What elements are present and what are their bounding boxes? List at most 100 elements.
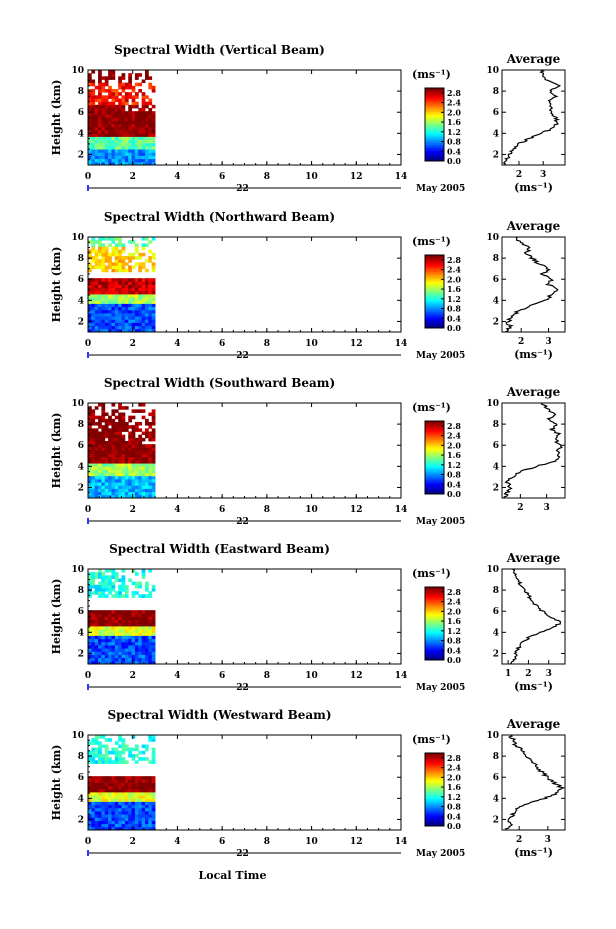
heatmap-cell [124, 804, 129, 809]
x-tick-label: 6 [219, 837, 225, 847]
heatmap-cell [148, 316, 153, 320]
heatmap-cell [124, 494, 129, 499]
heatmap-cell [101, 811, 106, 815]
x-tick-label: 14 [395, 339, 408, 349]
heatmap-cell [91, 622, 96, 627]
heatmap-cell [151, 104, 156, 109]
heatmap-cell [121, 98, 126, 103]
heatmap-cell [108, 316, 112, 320]
heatmap-cell [101, 817, 106, 821]
heatmap-cell [114, 619, 119, 624]
heatmap-cell [88, 482, 92, 486]
heatmap-cell [98, 814, 102, 818]
heatmap-cell [138, 422, 143, 426]
heatmap-cell [151, 760, 156, 764]
colorbar-swatch [425, 774, 444, 778]
heatmap-cell [134, 444, 139, 448]
colorbar-swatch [425, 599, 444, 602]
heatmap-cell [151, 290, 156, 295]
heatmap-cell [124, 488, 129, 493]
heatmap-cell [114, 313, 119, 317]
heatmap-cell [151, 262, 156, 266]
colorbar-swatch [425, 144, 444, 147]
heatmap-cell [111, 750, 116, 755]
heatmap-cell [145, 466, 149, 470]
heatmap-cell [88, 654, 92, 659]
colorbar-tick-label: 2.0 [447, 274, 461, 284]
heatmap-cell [141, 98, 146, 103]
profile-title: Average [506, 219, 561, 233]
colorbar-swatch [425, 636, 444, 639]
heatmap-cell [111, 328, 116, 333]
heatmap-cell [118, 479, 122, 483]
heatmap-cell [118, 754, 122, 758]
heatmap-cell [131, 629, 136, 633]
heatmap-cell [104, 757, 109, 761]
heatmap-cell [121, 622, 126, 627]
heatmap-cell [94, 149, 99, 153]
heatmap-cell [98, 760, 102, 764]
colorbar-swatch [425, 431, 444, 435]
colorbar-swatch [425, 605, 444, 608]
heatmap-cell [121, 741, 126, 745]
heatmap-cell [134, 243, 139, 247]
heatmap-cell [138, 785, 143, 790]
heatmap-cell [98, 120, 102, 125]
heatmap-cell [104, 434, 109, 439]
heatmap-cell [91, 469, 96, 474]
heatmap-cell [121, 466, 126, 470]
heatmap-cell [98, 130, 102, 134]
heatmap-cell [151, 826, 156, 831]
heatmap-cell [148, 306, 153, 311]
heatmap-cell [138, 278, 143, 282]
heatmap-cell [121, 801, 126, 806]
heatmap-cell [148, 117, 153, 122]
heatmap-cell [128, 309, 132, 314]
heatmap-cell [128, 613, 132, 617]
heatmap-cell [111, 319, 116, 323]
heatmap-cell [128, 641, 132, 646]
heatmap-cell [101, 460, 106, 464]
heatmap-cell [111, 641, 116, 646]
colorbar-swatch [425, 630, 444, 633]
heatmap-cell [101, 262, 106, 266]
heatmap-cell [104, 648, 109, 652]
heatmap-cell [141, 95, 146, 99]
heatmap-cell [141, 482, 146, 486]
heatmap-cell [104, 820, 109, 825]
heatmap-cell [111, 747, 116, 752]
colorbar-swatch [425, 608, 444, 612]
x-tick-label: 12 [350, 837, 363, 847]
profile-x-tick-label: 3 [545, 835, 551, 845]
heatmap-cell [151, 284, 156, 289]
heatmap-cell [108, 437, 112, 442]
heatmap-cell [134, 776, 139, 780]
heatmap-cell [104, 158, 109, 163]
heatmap-cell [114, 127, 119, 131]
colorbar-swatch [425, 466, 444, 469]
colorbar-tick-label: 2.0 [447, 606, 461, 616]
heatmap-cell [88, 475, 92, 480]
heatmap-cell [101, 488, 106, 493]
colorbar-swatch [425, 820, 444, 823]
panel-title: Spectral Width (Northward Beam) [104, 210, 335, 224]
heatmap-cell [151, 139, 156, 144]
heatmap-cell [141, 237, 146, 241]
heatmap-cell [148, 278, 153, 282]
heatmap-cell [94, 328, 99, 333]
heatmap-cell [141, 795, 146, 799]
heatmap-cell [124, 316, 129, 320]
heatmap-cell [151, 635, 156, 640]
heatmap-cell [94, 807, 99, 812]
heatmap-cell [94, 475, 99, 480]
heatmap-cell [145, 434, 149, 439]
heatmap-cell [128, 290, 132, 295]
heatmap-cell [91, 120, 96, 125]
heatmap-cell [134, 284, 139, 289]
heatmap-cell [141, 127, 146, 131]
colorbar-swatch [425, 462, 444, 466]
heatmap-cell [151, 418, 156, 423]
heatmap-cell [114, 453, 119, 458]
heatmap-cell [141, 450, 146, 455]
heatmap-cell [151, 281, 156, 285]
